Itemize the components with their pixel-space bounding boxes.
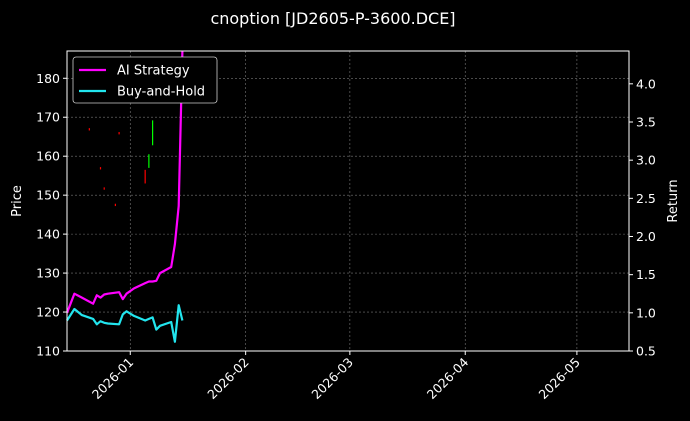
y2-tick-label: 1.5 (636, 267, 656, 282)
y-axis-right: 0.5 1.0 1.5 2.0 2.5 3.0 3.5 4.0 (629, 76, 656, 359)
legend-box (72, 56, 218, 104)
y-tick-label: 150 (36, 188, 60, 203)
y2-tick-label: 3.5 (636, 114, 656, 129)
y2-tick-label: 4.0 (636, 76, 656, 91)
y-tick-label: 160 (36, 149, 60, 164)
y2-tick-label: 2.0 (636, 229, 656, 244)
y-tick-label: 120 (36, 305, 60, 320)
plot-frame (66, 50, 630, 352)
y2-tick-label: 1.0 (636, 305, 656, 320)
legend-label: AI Strategy (117, 64, 190, 79)
y-tick-label: 110 (36, 344, 60, 359)
y2-tick-label: 0.5 (636, 344, 656, 359)
y2-tick-label: 3.0 (636, 153, 656, 168)
candles (88, 120, 154, 207)
y-tick-label: 170 (36, 110, 60, 125)
y2-axis-title: Return (666, 179, 681, 222)
y-tick-label: 130 (36, 266, 60, 281)
y-axis-left: 110 120 130 140 150 160 170 180 (36, 71, 67, 359)
y-tick-label: 180 (36, 71, 60, 86)
legend-label: Buy-and-Hold (117, 85, 205, 100)
y2-tick-label: 2.5 (636, 191, 656, 206)
series-line-0 (65, 50, 184, 314)
legend: AI Strategy Buy-and-Hold (72, 56, 218, 104)
y-tick-label: 140 (36, 227, 60, 242)
series-lines (65, 50, 184, 343)
series-line-1 (66, 304, 184, 343)
y-axis-title: Price (10, 185, 25, 217)
chart-title: cnoption [JD2605-P-3600.DCE] (210, 9, 455, 28)
